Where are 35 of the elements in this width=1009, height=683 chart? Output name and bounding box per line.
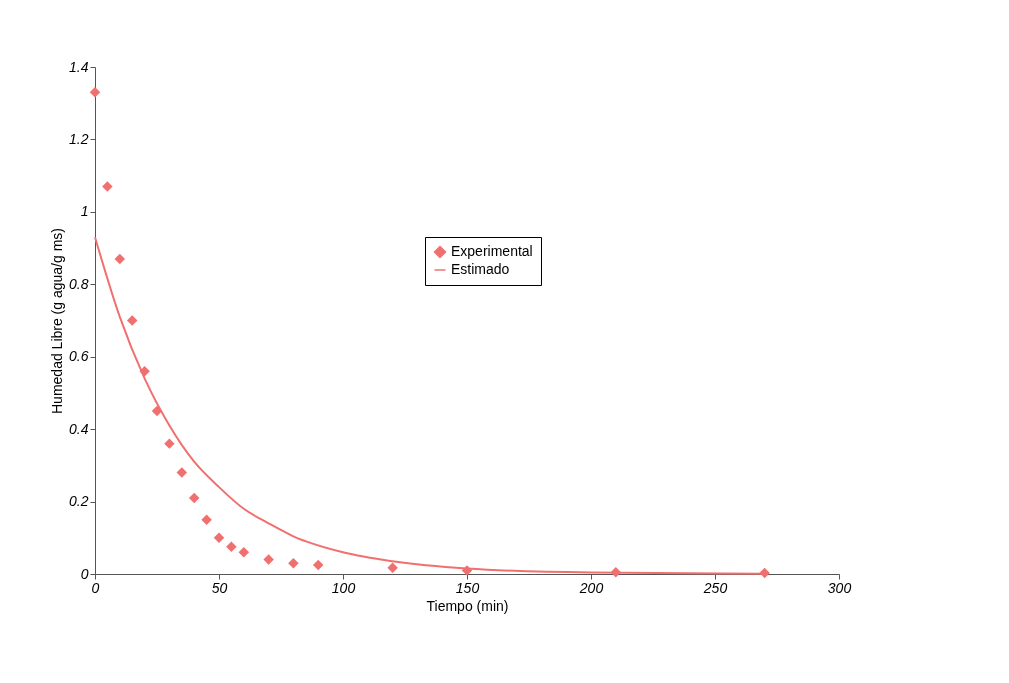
x-axis-title: Tiempo (min) [426, 597, 509, 614]
legend-label: Experimental [451, 243, 533, 259]
point [102, 181, 113, 192]
x-tick-label: 250 [702, 579, 728, 596]
y-tick-label: 0 [80, 565, 89, 582]
x-tick-label: 0 [91, 579, 100, 596]
point [238, 547, 250, 558]
point [226, 541, 237, 553]
x-tick-label: 100 [331, 579, 356, 596]
point [213, 532, 225, 544]
y-tick-label: 0.4 [69, 420, 89, 437]
x-tick-label: 50 [211, 579, 228, 596]
point [176, 467, 188, 478]
point [201, 514, 212, 525]
point [387, 562, 398, 574]
point [263, 554, 274, 565]
legend-label: Estimado [451, 261, 510, 277]
y-tick-label: 1.4 [69, 58, 89, 75]
y-tick-label: 0.6 [69, 348, 89, 365]
y-tick-label: 1 [80, 203, 89, 220]
point [114, 253, 126, 265]
x-tick-label: 200 [578, 579, 604, 596]
point [288, 557, 299, 569]
x-tick-label: 150 [455, 579, 480, 596]
point [89, 87, 101, 98]
y-axis-title: Humedad Libre (g agua/g ms) [49, 228, 66, 414]
y-tick-label: 1.2 [69, 130, 89, 147]
point [126, 315, 138, 326]
x-tick-label: 300 [827, 579, 852, 596]
point [151, 405, 163, 417]
point [188, 492, 200, 504]
point [312, 559, 324, 571]
y-tick-label: 0.8 [69, 275, 89, 292]
point [164, 438, 175, 449]
y-tick-label: 0.2 [69, 493, 89, 510]
